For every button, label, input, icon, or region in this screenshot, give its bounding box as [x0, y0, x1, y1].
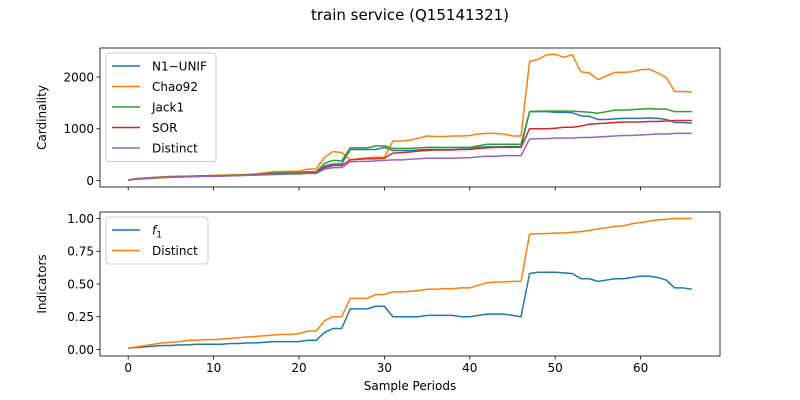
y-tick-label: 0.75 [67, 245, 94, 259]
legend-label: f1 [152, 223, 162, 240]
figure-title: train service (Q15141321) [311, 6, 509, 24]
x-tick-label: 10 [206, 361, 221, 375]
legend: N1−UNIF Chao92 Jack1 SOR Distinct [105, 52, 217, 162]
legend: f1 Distinct [105, 216, 209, 265]
indicators-panel: 0 10 20 30 40 50 60 0.00 0.25 0.50 0.75 1.00 Indicat… [35, 211, 721, 393]
series-line-distinct [128, 132, 692, 181]
y-tick-label: 0.25 [67, 310, 94, 324]
series-group [128, 53, 692, 181]
series-group [128, 217, 692, 349]
axes-frame [99, 47, 721, 188]
series-line-f1 [128, 271, 692, 349]
legend-label: SOR [152, 121, 177, 135]
legend-label: Distinct [152, 141, 198, 155]
x-tick-label: 20 [291, 361, 306, 375]
y-tick-label: 1.00 [67, 212, 94, 226]
legend-label: Distinct [152, 244, 198, 258]
x-tick-label: 30 [377, 361, 392, 375]
y-axis-label: Cardinality [35, 85, 49, 150]
x-tick-label: 60 [633, 361, 648, 375]
y-tick-label: 1000 [63, 122, 94, 136]
series-line-distinct [128, 217, 692, 349]
x-tick-label: 50 [548, 361, 563, 375]
legend-label: Jack1 [151, 100, 184, 114]
legend-box [105, 216, 209, 265]
y-tick-label: 0.00 [67, 343, 94, 357]
cardinality-panel: 0 1000 2000 Cardinality N1−UNIF Chao92 Jack1 SO… [35, 47, 721, 191]
legend-box [105, 52, 217, 162]
x-tick-label: 0 [124, 361, 132, 375]
y-axis-label: Indicators [35, 254, 49, 313]
y-tick-label: 0.50 [67, 277, 94, 291]
legend-label: N1−UNIF [152, 59, 207, 73]
y-tick-label: 0 [86, 174, 94, 188]
x-axis-label: Sample Periods [364, 379, 456, 393]
legend-label: Chao92 [152, 80, 198, 94]
y-tick-label: 2000 [63, 70, 94, 84]
x-tick-label: 40 [462, 361, 477, 375]
